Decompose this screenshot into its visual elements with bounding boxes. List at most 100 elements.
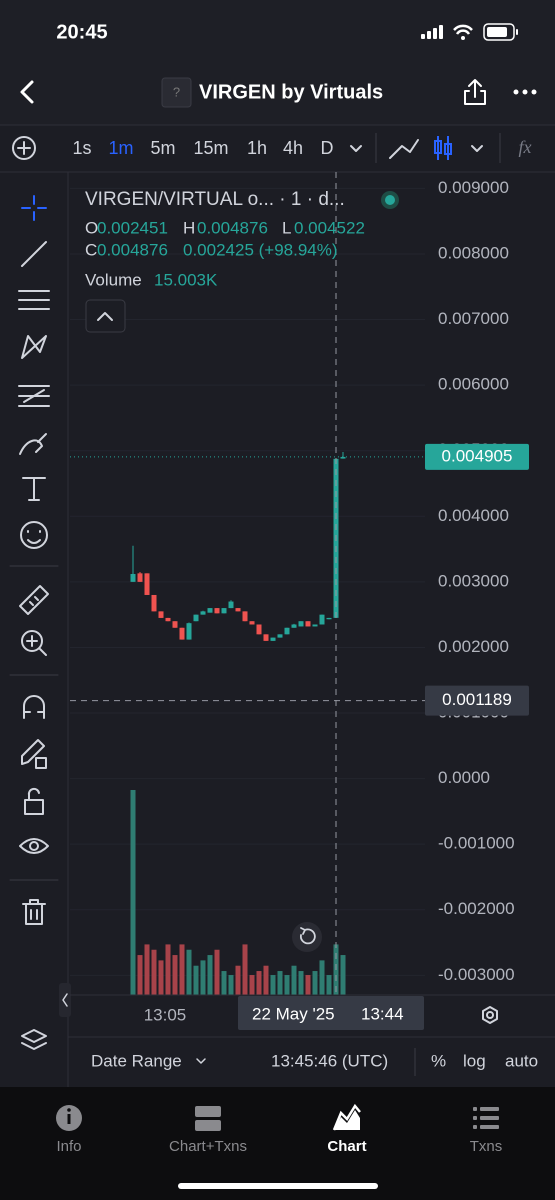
last-price-box — [425, 443, 529, 470]
crosshair-tool[interactable] — [21, 195, 47, 221]
interval-button[interactable]: 1m — [108, 138, 133, 158]
legend-ohlc: O 0.002451 H 0.004876 L 0.004522 C 0.004… — [85, 218, 365, 289]
y-tick-label: -0.003000 — [438, 965, 515, 984]
legend-value: 0.004876 — [97, 240, 168, 259]
tab-icon[interactable] — [473, 1107, 499, 1129]
y-tick-label: 0.002000 — [438, 637, 509, 656]
date-range-button[interactable]: Date Range — [91, 1051, 182, 1070]
candle-body — [249, 621, 255, 625]
crosshair-time-box — [238, 996, 424, 1030]
interval-button[interactable]: D — [321, 138, 334, 158]
candle-body — [200, 611, 206, 615]
tab-label[interactable]: Info — [56, 1138, 81, 1155]
pattern-tool[interactable] — [21, 335, 47, 359]
legend-value: 0.004876 — [197, 218, 268, 237]
volume-bar — [249, 975, 255, 995]
tab-label[interactable]: Chart — [327, 1138, 366, 1155]
chart-type-line[interactable] — [389, 139, 419, 159]
collapse-legend-button[interactable] — [85, 299, 126, 333]
volume-bar — [214, 949, 220, 995]
percent-toggle[interactable]: % — [431, 1051, 446, 1070]
ruler-tool[interactable] — [19, 585, 49, 615]
zoom-plus — [26, 635, 47, 656]
candle-body — [256, 624, 262, 635]
add-indicator-button[interactable] — [12, 136, 36, 160]
legend-value: 0.004522 — [294, 218, 365, 237]
legend-key: O — [85, 218, 98, 237]
interval-button[interactable]: 15m — [193, 138, 228, 158]
share-button[interactable] — [464, 79, 486, 105]
tab-icon[interactable] — [56, 1105, 82, 1131]
fib-tool[interactable] — [18, 385, 50, 407]
collapse-handle[interactable] — [59, 983, 71, 1017]
x-tick-label: 13:05 — [144, 1005, 187, 1024]
emoji-tool[interactable] — [20, 521, 48, 549]
y-tick-label: 0.007000 — [438, 309, 509, 328]
candle-body — [158, 611, 164, 618]
brush-tool[interactable] — [19, 433, 47, 455]
lock-drawing-tool[interactable] — [21, 739, 47, 769]
y-tick-label: -0.001000 — [438, 834, 515, 853]
more-button[interactable] — [513, 89, 537, 95]
trend-line-tool[interactable] — [21, 241, 47, 267]
emoji-face — [27, 530, 41, 544]
tab-label[interactable]: Chart+Txns — [169, 1138, 247, 1155]
auto-toggle[interactable]: auto — [505, 1051, 538, 1070]
layers-button[interactable] — [21, 1029, 47, 1050]
volume-bar — [151, 949, 157, 995]
zoom-tool[interactable] — [21, 630, 43, 652]
volume-bar — [186, 949, 192, 995]
text-tool[interactable] — [22, 477, 46, 501]
legend-symbol: VIRGEN/VIRTUAL o... · 1 · d... — [85, 189, 345, 210]
volume-bar — [242, 944, 248, 995]
status-icons — [421, 23, 518, 41]
candle-body — [312, 624, 318, 627]
interval-button[interactable]: 4h — [283, 138, 303, 158]
crosshair-time-label: 13:44 — [361, 1004, 404, 1023]
volume-bar — [319, 960, 325, 995]
candle-body — [291, 624, 297, 628]
crosshair-price-box — [425, 685, 529, 716]
candle-body — [305, 621, 311, 627]
unlock-tool[interactable] — [24, 787, 44, 815]
y-tick-label: 0.008000 — [438, 243, 509, 262]
volume-bar — [130, 790, 136, 995]
volume-bar — [277, 971, 283, 995]
y-tick-label: 0.004000 — [438, 506, 509, 525]
chart-settings-button[interactable] — [482, 1006, 498, 1024]
candle-body — [221, 608, 227, 614]
tab-label[interactable]: Txns — [470, 1138, 503, 1155]
candle-body — [186, 623, 192, 640]
chart-type-candles[interactable] — [434, 136, 452, 160]
legend-change: 0.002425 (+98.94%) — [183, 240, 338, 259]
y-tick-label: -0.002000 — [438, 899, 515, 918]
legend-value: 0.002451 — [97, 218, 168, 237]
reset-button[interactable] — [292, 922, 322, 952]
volume-bar — [326, 975, 332, 995]
parallel-lines-tool[interactable] — [18, 290, 50, 310]
volume-bar — [291, 965, 297, 995]
tab-icon[interactable] — [332, 1103, 361, 1131]
status-dot — [385, 195, 395, 205]
crosshair-price-label: 0.001189 — [442, 690, 512, 709]
drawing-tools — [9, 195, 59, 1050]
candle-body — [284, 627, 290, 635]
y-tick-label: 0.006000 — [438, 375, 509, 394]
interval-dropdown[interactable] — [350, 145, 362, 152]
date-range-arrow — [196, 1058, 206, 1064]
volume-bar — [193, 965, 199, 995]
interval-button[interactable]: 1h — [247, 138, 267, 158]
log-toggle[interactable]: log — [463, 1051, 486, 1070]
magnet-tool[interactable] — [23, 695, 45, 719]
collapse-legend-arrow — [97, 312, 113, 321]
back-button[interactable] — [20, 80, 34, 104]
interval-button[interactable]: 5m — [150, 138, 175, 158]
interval-button[interactable]: 1s — [72, 138, 91, 158]
indicator-button[interactable]: fx — [519, 137, 532, 157]
visibility-tool[interactable] — [19, 838, 49, 854]
candle-body — [137, 573, 143, 582]
chart-type-dropdown[interactable] — [471, 145, 483, 152]
candle-body — [207, 608, 213, 613]
tab-icon[interactable] — [195, 1106, 221, 1131]
delete-tool[interactable] — [22, 899, 46, 925]
